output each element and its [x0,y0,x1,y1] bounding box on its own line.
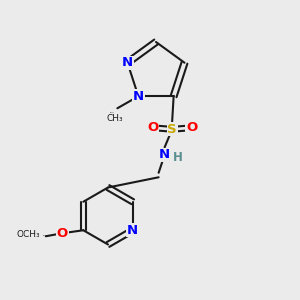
Text: N: N [122,56,133,69]
Text: OCH₃: OCH₃ [16,230,40,239]
Text: O: O [147,121,158,134]
Text: N: N [159,148,170,161]
Text: S: S [167,123,177,136]
Text: N: N [133,90,144,103]
Text: H: H [173,151,183,164]
Text: O: O [186,121,197,134]
Text: methyl: methyl [110,112,115,113]
Text: CH₃: CH₃ [106,114,123,123]
Text: O: O [57,227,68,240]
Text: N: N [127,224,138,237]
Text: methoxy: methoxy [43,235,49,236]
